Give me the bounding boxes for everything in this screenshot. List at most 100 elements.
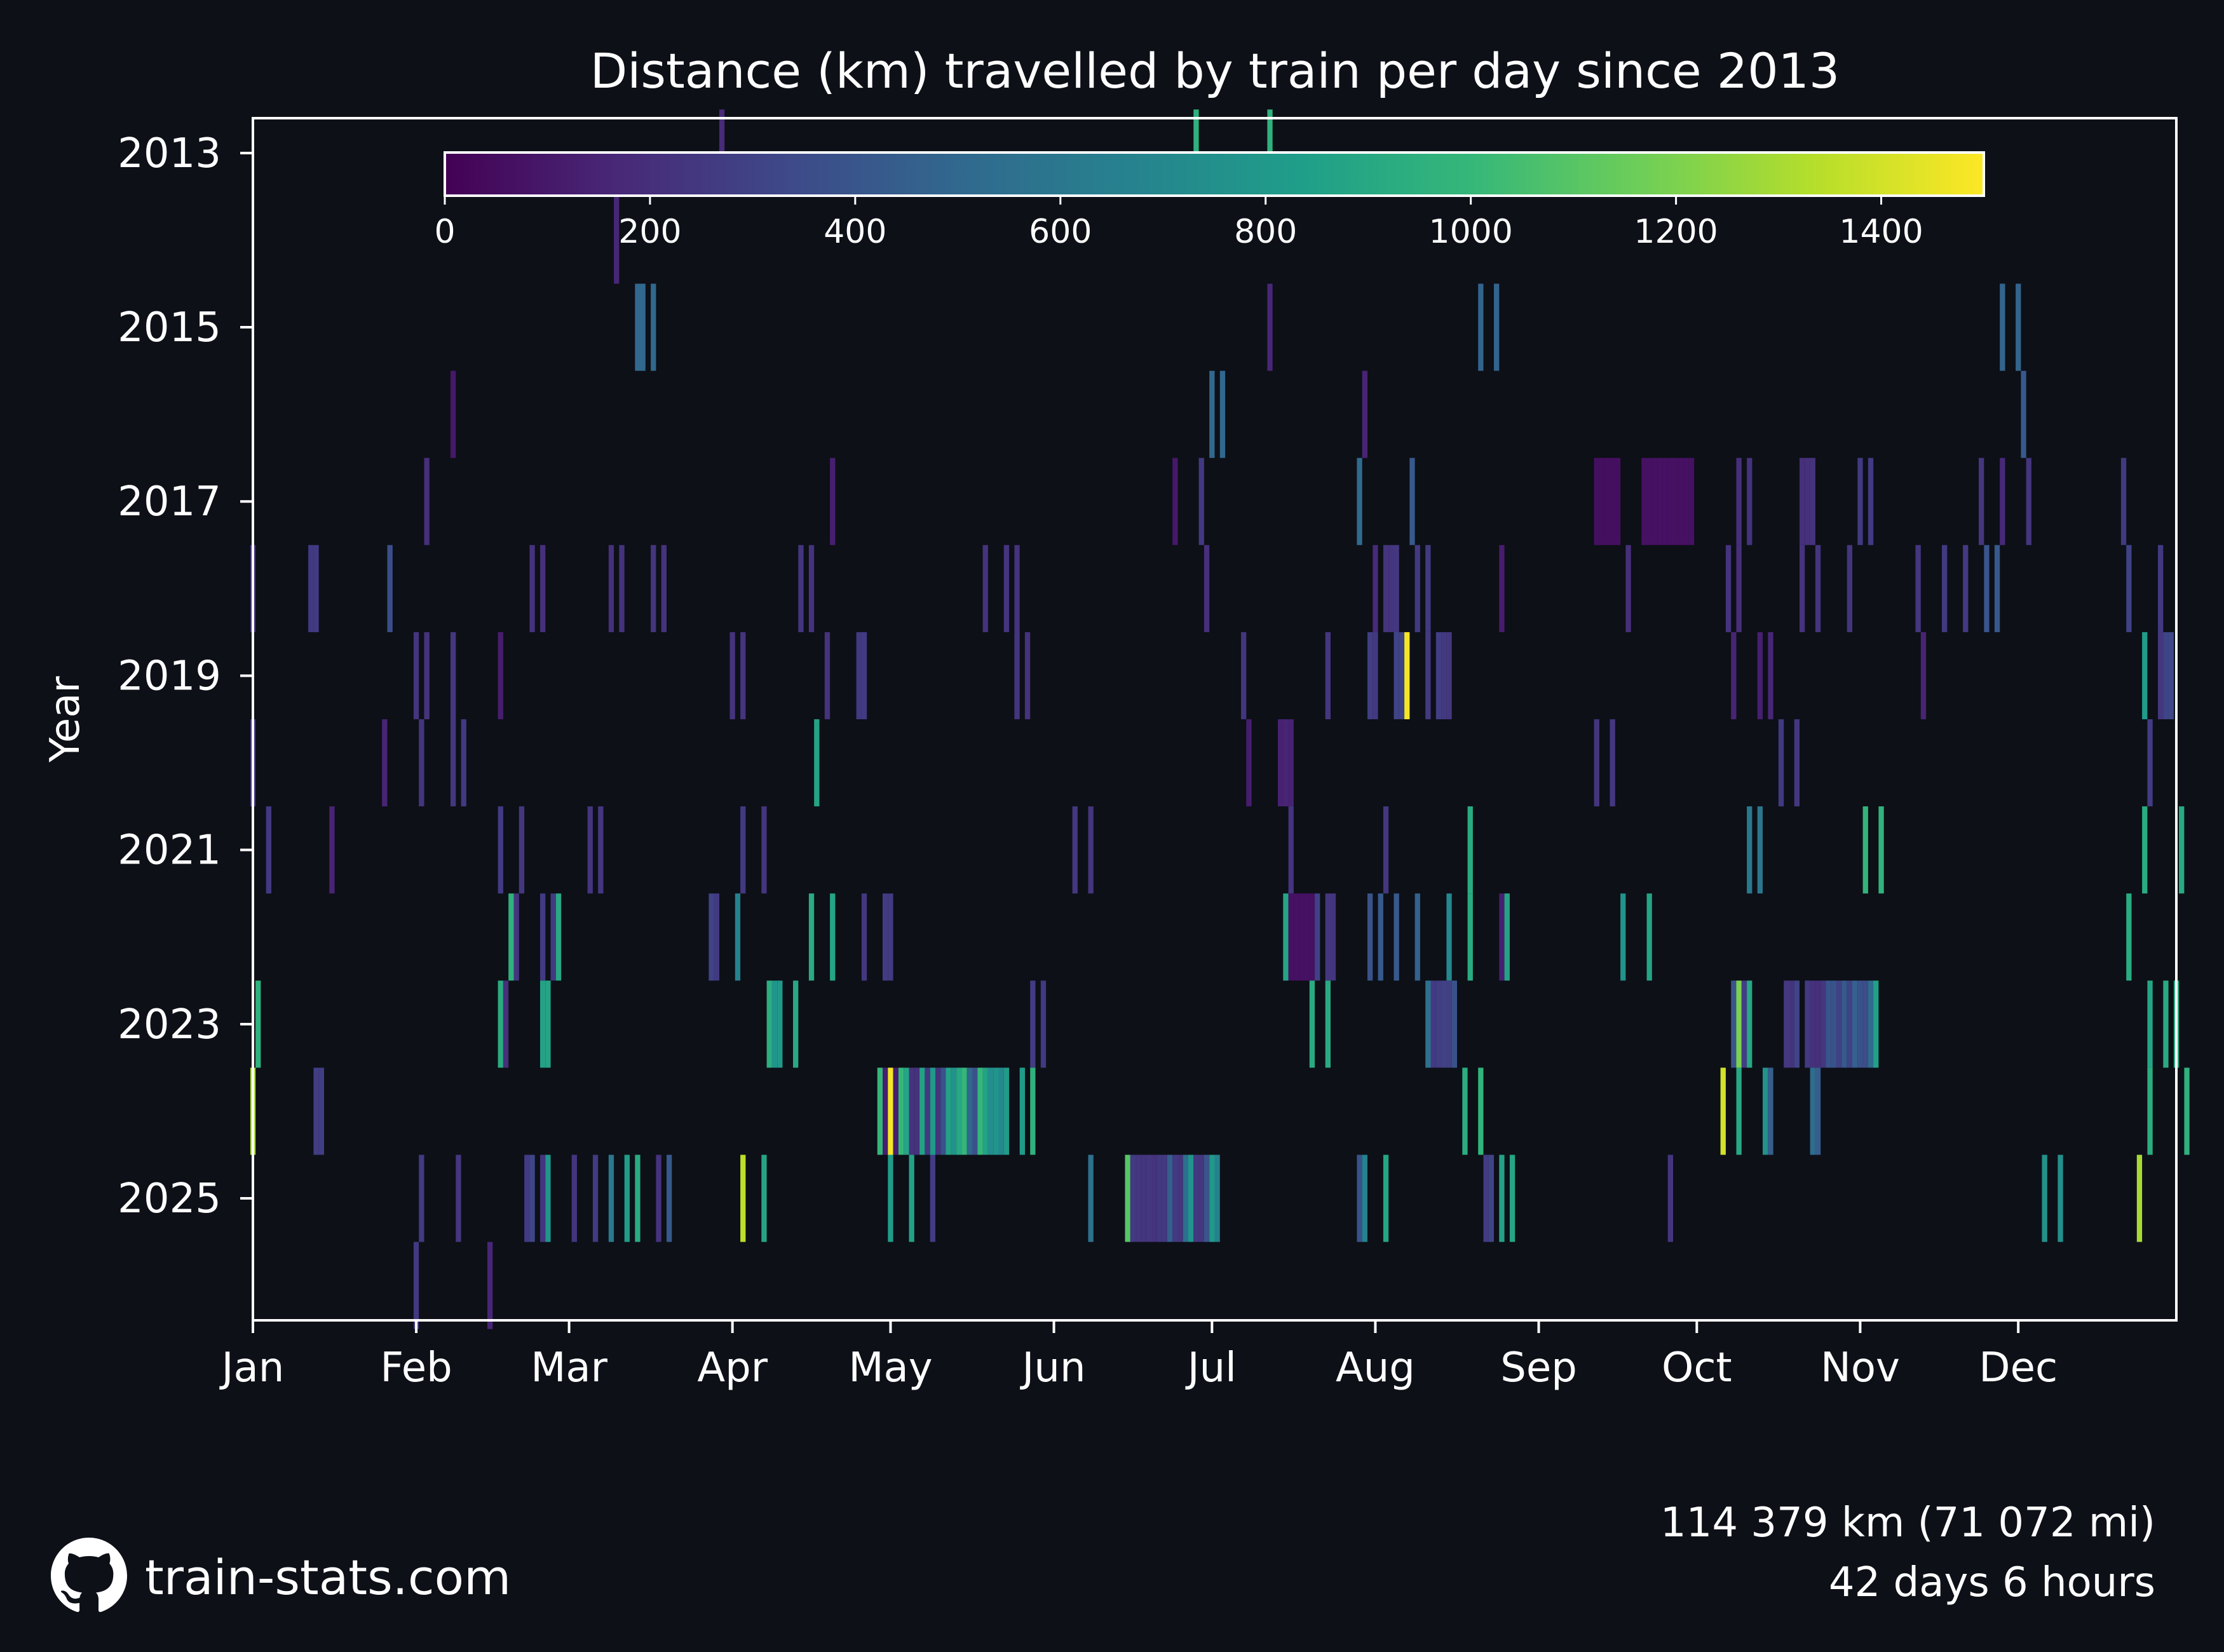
colorbar-tick-label: 800 [1234, 213, 1297, 251]
x-tick-label: Apr [697, 1344, 768, 1391]
heatmap-cell [1072, 806, 1078, 894]
heatmap-cell [861, 632, 867, 719]
heatmap-cell [2136, 1154, 2143, 1242]
heatmap-cell [555, 893, 562, 981]
heatmap-cell [2000, 457, 2005, 545]
heatmap-cell [2168, 632, 2174, 719]
heatmap-cell [540, 545, 546, 632]
heatmap-cell [1868, 457, 1874, 545]
heatmap-cell [2042, 1154, 2047, 1242]
heatmap-cell [883, 1067, 888, 1155]
heatmap-cell [1610, 719, 1615, 807]
heatmap-cell [1325, 893, 1331, 981]
heatmap-cell [1088, 806, 1094, 894]
brand-label: train-stats.com [145, 1548, 512, 1606]
heatmap-cell [1499, 545, 1505, 632]
heatmap-cell [1278, 719, 1284, 807]
heatmap-cell [1667, 1154, 1673, 1242]
heatmap-cell [1378, 893, 1383, 981]
heatmap-cell [1357, 1154, 1362, 1242]
x-tick-label: Sep [1500, 1344, 1577, 1391]
heatmap-cell [635, 283, 641, 371]
heatmap-cell [308, 545, 314, 632]
heatmap-cell [1409, 457, 1415, 545]
total-distance: 114 379 km (71 072 mi) [1660, 1500, 2155, 1547]
heatmap-cell [1288, 719, 1294, 807]
heatmap-cell [919, 1067, 925, 1155]
heatmap-cell [1288, 893, 1294, 981]
heatmap-cell [635, 1154, 641, 1242]
heatmap-cell [1857, 980, 1863, 1068]
heatmap-cell [318, 1067, 324, 1155]
heatmap-cell [1425, 545, 1431, 632]
heatmap-cell [1446, 632, 1452, 719]
heatmap-cell [1162, 1154, 1167, 1242]
colorbar-tick-label: 1400 [1839, 213, 1923, 251]
heatmap-cell [1720, 1067, 1726, 1155]
heatmap-cell [1309, 980, 1315, 1068]
heatmap-cell [1146, 1154, 1151, 1242]
heatmap-cell [1393, 893, 1399, 981]
heatmap-cell [1594, 719, 1599, 807]
heatmap-cell [1610, 457, 1615, 545]
heatmap-cell [1003, 1067, 1010, 1155]
heatmap-cell [456, 1154, 461, 1242]
heatmap-cell [1330, 893, 1336, 981]
heatmap-cell [1963, 545, 1969, 632]
heatmap-cell [619, 545, 625, 632]
heatmap-cell [1030, 980, 1036, 1068]
heatmap-cell [1852, 980, 1858, 1068]
heatmap-cell [382, 719, 388, 807]
heatmap-cell [2058, 1154, 2063, 1242]
heatmap-cell [951, 1067, 957, 1155]
heatmap-cell [1805, 457, 1810, 545]
heatmap-cell [1509, 1154, 1515, 1242]
colorbar-gradient [444, 151, 1985, 197]
x-tick-label: May [848, 1344, 932, 1391]
heatmap-cell [1388, 545, 1394, 632]
heatmap-cell [1362, 370, 1367, 458]
heatmap-cell [2126, 545, 2132, 632]
colorbar-tick-label: 400 [824, 213, 886, 251]
heatmap-cell [1673, 457, 1679, 545]
heatmap-cell [982, 545, 988, 632]
heatmap-cell [1304, 893, 1310, 981]
heatmap-cell [808, 893, 815, 981]
heatmap-cell [1615, 457, 1621, 545]
heatmap-cell [1499, 1154, 1505, 1242]
heatmap-cell [1204, 545, 1210, 632]
heatmap-cell [1024, 632, 1031, 719]
heatmap-cell [550, 893, 556, 981]
heatmap-cell [1757, 632, 1763, 719]
heatmap-cell [1667, 457, 1673, 545]
heatmap-cell [1736, 1067, 1742, 1155]
heatmap-cell [487, 1242, 493, 1329]
heatmap-cell [1209, 1154, 1215, 1242]
heatmap-cell [1467, 806, 1473, 894]
heatmap-cell [451, 719, 456, 807]
heatmap-cell [524, 1154, 530, 1242]
heatmap-cell [1325, 980, 1331, 1068]
heatmap-cell [313, 545, 319, 632]
heatmap-cell [1088, 1154, 1094, 1242]
heatmap-cell [1862, 806, 1868, 894]
heatmap-cell [761, 806, 767, 894]
heatmap-cell [1214, 1154, 1220, 1242]
heatmap-cell [1393, 545, 1399, 632]
heatmap-cell [1594, 457, 1599, 545]
heatmap-cell [888, 1154, 893, 1242]
x-tick-label: Aug [1336, 1344, 1415, 1391]
heatmap-cell [419, 1154, 424, 1242]
heatmap-cell [1198, 457, 1204, 545]
heatmap-cell [2142, 806, 2148, 894]
heatmap-cell [1130, 1154, 1136, 1242]
heatmap-cell [1747, 980, 1753, 1068]
heatmap-cell [808, 545, 815, 632]
brand[interactable]: train-stats.com [51, 1538, 511, 1616]
heatmap-cell [1003, 545, 1010, 632]
heatmap-cell [545, 980, 551, 1068]
heatmap-cell [2147, 980, 2153, 1068]
heatmap-cell [1810, 1067, 1815, 1155]
heatmap-cell [972, 1067, 978, 1155]
